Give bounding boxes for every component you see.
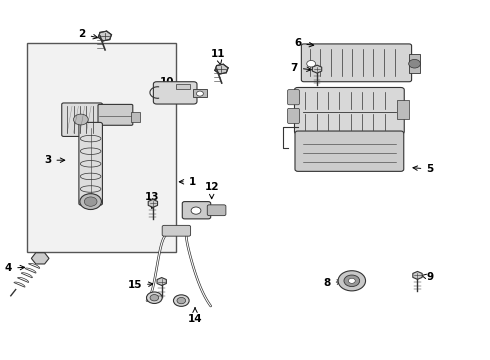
Polygon shape	[98, 31, 112, 41]
Text: 3: 3	[44, 155, 65, 165]
Polygon shape	[413, 271, 422, 279]
Text: 14: 14	[188, 308, 202, 324]
FancyBboxPatch shape	[98, 104, 133, 125]
FancyBboxPatch shape	[162, 225, 191, 236]
FancyBboxPatch shape	[301, 44, 412, 82]
Circle shape	[196, 91, 203, 96]
Polygon shape	[312, 65, 322, 73]
Circle shape	[191, 207, 201, 214]
Circle shape	[147, 292, 162, 303]
Polygon shape	[157, 278, 167, 285]
Text: 6: 6	[294, 38, 314, 48]
FancyBboxPatch shape	[62, 103, 102, 136]
Text: 1: 1	[179, 177, 196, 187]
Bar	[193, 89, 207, 97]
Circle shape	[307, 60, 316, 67]
Text: 8: 8	[323, 278, 342, 288]
Text: 2: 2	[78, 29, 98, 39]
Circle shape	[348, 278, 355, 283]
Text: 4: 4	[5, 263, 24, 273]
Bar	[409, 54, 420, 73]
Circle shape	[409, 59, 420, 68]
Circle shape	[80, 194, 101, 210]
FancyBboxPatch shape	[294, 87, 404, 134]
FancyBboxPatch shape	[288, 108, 299, 123]
FancyBboxPatch shape	[207, 205, 226, 216]
Bar	[131, 112, 140, 122]
Bar	[27, 43, 176, 252]
Circle shape	[74, 114, 88, 125]
Bar	[397, 100, 409, 119]
Text: 10: 10	[159, 77, 182, 88]
Text: 15: 15	[127, 280, 153, 290]
Polygon shape	[215, 64, 228, 74]
Circle shape	[84, 197, 97, 206]
FancyBboxPatch shape	[295, 131, 404, 171]
FancyBboxPatch shape	[288, 90, 299, 105]
Circle shape	[150, 294, 159, 301]
Text: 12: 12	[204, 181, 219, 199]
Polygon shape	[176, 84, 190, 89]
Text: 11: 11	[211, 49, 225, 65]
Text: 9: 9	[421, 272, 434, 282]
Circle shape	[173, 295, 189, 306]
FancyBboxPatch shape	[153, 82, 197, 104]
Circle shape	[177, 297, 186, 304]
Circle shape	[338, 271, 366, 291]
Polygon shape	[148, 199, 158, 207]
Text: 7: 7	[291, 63, 311, 73]
Polygon shape	[31, 253, 49, 264]
FancyBboxPatch shape	[182, 202, 211, 219]
Circle shape	[344, 275, 360, 287]
Text: 13: 13	[145, 192, 159, 208]
FancyBboxPatch shape	[79, 122, 102, 205]
Text: 5: 5	[413, 164, 434, 174]
